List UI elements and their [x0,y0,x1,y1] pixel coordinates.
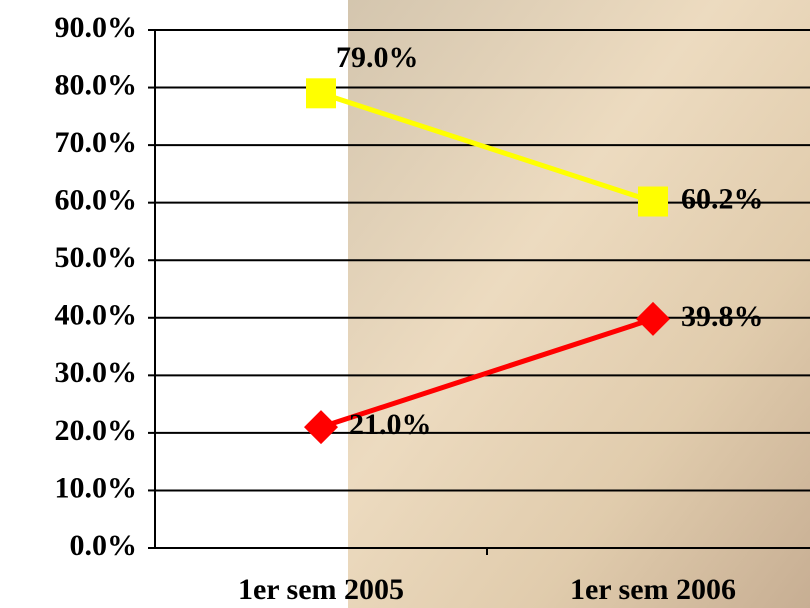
marker [638,186,668,217]
y-tick-label: 80.0% [55,68,138,101]
marker [304,410,338,445]
y-tick-label: 40.0% [55,299,138,332]
series-line [320,316,654,430]
y-tick-label: 30.0% [55,356,138,389]
background-photo [348,0,810,608]
data-label: 21.0% [349,408,432,441]
y-tick-label: 10.0% [55,471,138,504]
x-tick-label: 1er sem 2005 [238,573,404,606]
y-tick-label: 0.0% [70,529,138,562]
marker [306,78,336,109]
marker [636,301,670,336]
y-tick-label: 60.0% [55,184,138,217]
x-tick-label: 1er sem 2006 [570,573,736,606]
y-tick-label: 90.0% [55,11,138,44]
y-tick-label: 70.0% [55,126,138,159]
series-line [320,90,654,204]
y-tick-label: 20.0% [55,414,138,447]
y-tick-label: 50.0% [55,241,138,274]
data-label: 39.8% [681,300,764,333]
data-label: 79.0% [336,41,419,74]
data-label: 60.2% [681,182,764,215]
